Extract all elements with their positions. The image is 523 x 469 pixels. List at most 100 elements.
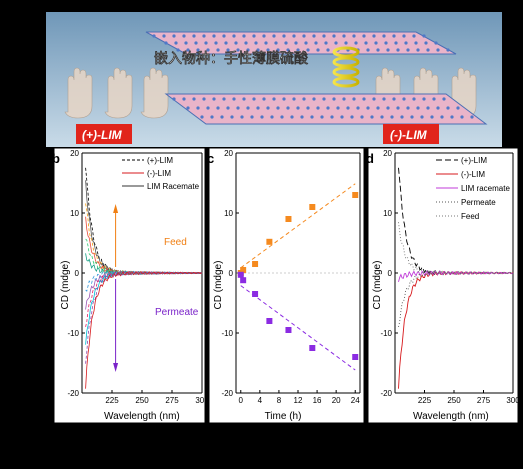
membrane-atom	[216, 106, 220, 110]
membrane-atom	[282, 97, 286, 101]
membrane-layer-bottom	[164, 93, 488, 125]
label-right-bg	[383, 124, 439, 144]
panel-c-point	[309, 345, 316, 351]
membrane-atom	[430, 115, 434, 119]
membrane-atom	[152, 34, 156, 38]
membrane-atom	[172, 97, 176, 101]
membrane-atom	[392, 97, 396, 101]
panel-c-x-tick-label: 20	[332, 396, 341, 405]
panel-b-legend-label: (+)-LIM	[147, 156, 173, 165]
panel-c-point	[237, 271, 244, 278]
membrane-atom	[252, 34, 256, 38]
panel-b-legend: (+)-LIM (-)-LIM LIM Racemate	[122, 156, 200, 191]
panel-d-x-tick-label: 300	[506, 396, 520, 405]
membrane-atom	[392, 34, 396, 38]
membrane-atom	[232, 34, 236, 38]
membrane-atom	[270, 115, 274, 119]
panel-c-y-tick-label: -10	[221, 329, 233, 338]
panel-c-point	[285, 216, 292, 222]
membrane-atom	[206, 106, 210, 110]
membrane-atom	[206, 48, 210, 52]
membrane-atom	[212, 34, 216, 38]
membrane-atom	[294, 41, 298, 45]
membrane-atom	[242, 97, 246, 101]
panel-c-y-tick-label: -20	[221, 389, 233, 398]
membrane-atom	[316, 106, 320, 110]
membrane-atom	[272, 97, 276, 101]
membrane-atom	[356, 106, 360, 110]
panel-c-y-tick-label: 20	[224, 149, 233, 158]
membrane-atom	[222, 34, 226, 38]
panel-c-x-tick-label: 4	[258, 396, 263, 405]
membrane-atom	[306, 106, 310, 110]
panel-c-x-tick-label: 8	[277, 396, 282, 405]
membrane-atom	[416, 106, 420, 110]
panel-b-y-tick-label: 10	[70, 209, 79, 218]
membrane-atom	[200, 115, 204, 119]
membrane-atom	[164, 41, 168, 45]
membrane-atom	[240, 115, 244, 119]
membrane-atom	[212, 97, 216, 101]
panel-d-y-tick-label: -10	[380, 329, 392, 338]
membrane-atom	[422, 97, 426, 101]
membrane-atom	[254, 41, 258, 45]
membrane-atom	[396, 106, 400, 110]
membrane-atom	[196, 48, 200, 52]
membrane-atom	[382, 97, 386, 101]
membrane-atom	[214, 41, 218, 45]
membrane-atom	[302, 97, 306, 101]
panel-d-frame	[367, 147, 519, 424]
membrane-atom	[450, 115, 454, 119]
panel-c-point	[240, 277, 247, 284]
panel-c-ylabel: CD (mdge)	[213, 261, 224, 310]
panel-d-legend-label: Feed	[461, 212, 479, 221]
panel-c-xlabel: Time (h)	[265, 411, 302, 422]
panel-d-legend: (+)-LIM (-)-LIM LIM racemate Permeate Feed	[436, 156, 510, 221]
membrane-atom	[342, 34, 346, 38]
panel-b-y-tick-label: 0	[75, 269, 80, 278]
panel-d-x-tick-label: 250	[447, 396, 461, 405]
panel-d-legend-label: (+)-LIM	[461, 156, 487, 165]
membrane-atom	[372, 34, 376, 38]
panel-c-label: c	[207, 151, 214, 166]
membrane-atom	[352, 34, 356, 38]
membrane-atom	[186, 106, 190, 110]
panel-d-x-tick-label: 225	[418, 396, 432, 405]
membrane-atom	[376, 106, 380, 110]
membrane-atom	[446, 48, 450, 52]
membrane-atom	[172, 34, 176, 38]
membrane-atom	[394, 41, 398, 45]
membrane-atom	[220, 115, 224, 119]
membrane-atom	[412, 34, 416, 38]
membrane-atom	[334, 41, 338, 45]
panel-b-y-tick-label: -20	[67, 389, 79, 398]
panel-d-y-tick-label: 20	[383, 149, 392, 158]
panel-c-y-tick-label: 10	[224, 209, 233, 218]
panel-b-series-line	[85, 270, 203, 327]
panel-c-x-tick-label: 16	[313, 396, 322, 405]
panel-c-point	[266, 318, 273, 324]
panel-b-xlabel: Wavelength (nm)	[104, 411, 180, 422]
membrane-atom	[332, 34, 336, 38]
panel-c-point	[352, 354, 359, 360]
panel-d-y-tick-label: -20	[380, 389, 392, 398]
membrane-atom	[406, 48, 410, 52]
membrane-atom	[400, 115, 404, 119]
label-left: (+)-LIM	[82, 128, 123, 142]
membrane-atom	[266, 48, 270, 52]
membrane-atom	[312, 34, 316, 38]
panel-b-series	[85, 167, 203, 389]
panel-c-point	[240, 267, 247, 273]
panel-c-point	[309, 204, 316, 210]
membrane-atom	[382, 34, 386, 38]
panel-c-fit-line	[240, 285, 356, 371]
membrane-atom	[460, 115, 464, 119]
membrane-atom	[300, 115, 304, 119]
membrane-atom	[380, 115, 384, 119]
panel-b-y-tick-label: -10	[67, 329, 79, 338]
membrane-atom	[244, 41, 248, 45]
membrane-atom	[222, 97, 226, 101]
panel-c-point	[252, 261, 259, 267]
membrane-atom	[276, 106, 280, 110]
membrane-atom	[246, 48, 250, 52]
